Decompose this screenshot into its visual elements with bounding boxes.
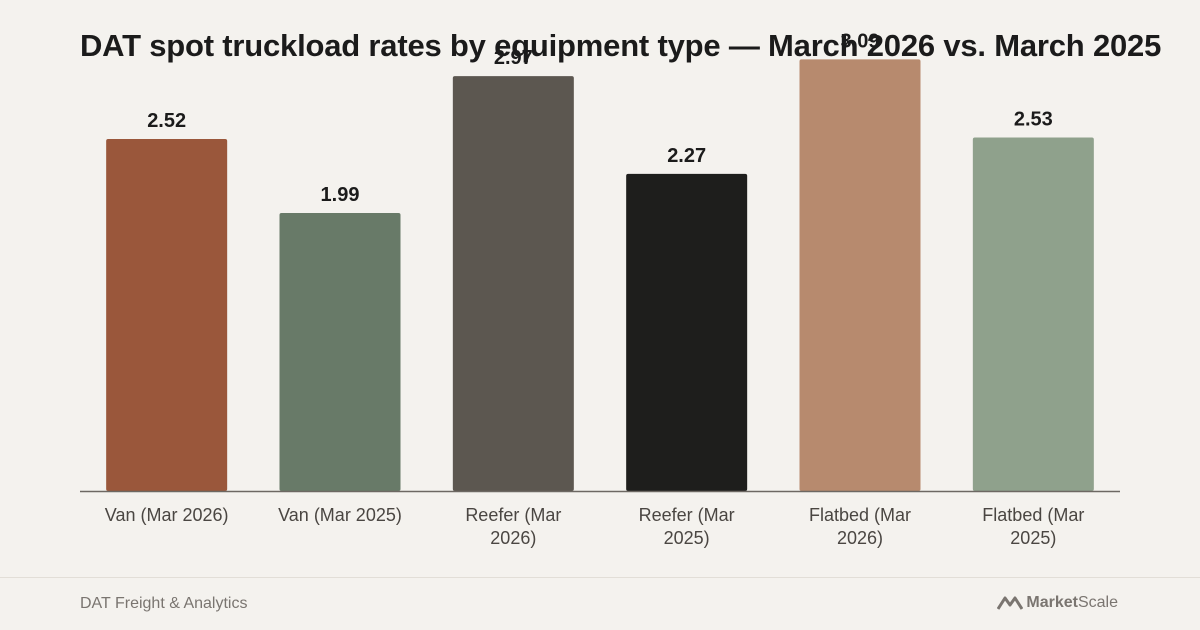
bar-value-label: 1.99 (321, 184, 360, 206)
bar-chart: 2.52 Van (Mar 2026) 1.99 Van (Mar 2025) 2.97… (80, 30, 1120, 548)
bar-value-label: 2.53 (1014, 109, 1053, 131)
x-tick-label: Reefer (Mar 2025) (639, 505, 735, 548)
brand-logo: MarketScale (997, 594, 1118, 612)
bar-1 (106, 138, 228, 491)
x-tick-label: Van (Mar 2025) (278, 505, 402, 525)
x-tick-label: Flatbed (Mar 2025) (982, 505, 1084, 548)
x-tick-label: Van (Mar 2026) (105, 505, 229, 525)
footer-divider (0, 577, 1200, 578)
bar-value-label: 2.27 (667, 145, 706, 167)
x-tick-label: Reefer (Mar 2026) (465, 505, 561, 548)
bar-value-label: 2.97 (494, 47, 533, 69)
x-tick-label: Flatbed (Mar 2026) (809, 505, 911, 548)
source-note: DAT Freight & Analytics (80, 595, 248, 612)
bar-value-label: 3.09 (841, 30, 880, 52)
bar-value-label: 2.52 (147, 110, 186, 132)
brand-name: MarketScale (1026, 594, 1118, 611)
chart-title: DAT spot truckload rates by equipment ty… (80, 28, 1162, 63)
bar-3 (452, 76, 574, 491)
marketscale-logo-icon (997, 596, 1024, 610)
bar-2 (279, 212, 401, 491)
bar-4 (626, 173, 748, 492)
bar-5 (799, 59, 921, 492)
bar-6 (972, 137, 1094, 491)
